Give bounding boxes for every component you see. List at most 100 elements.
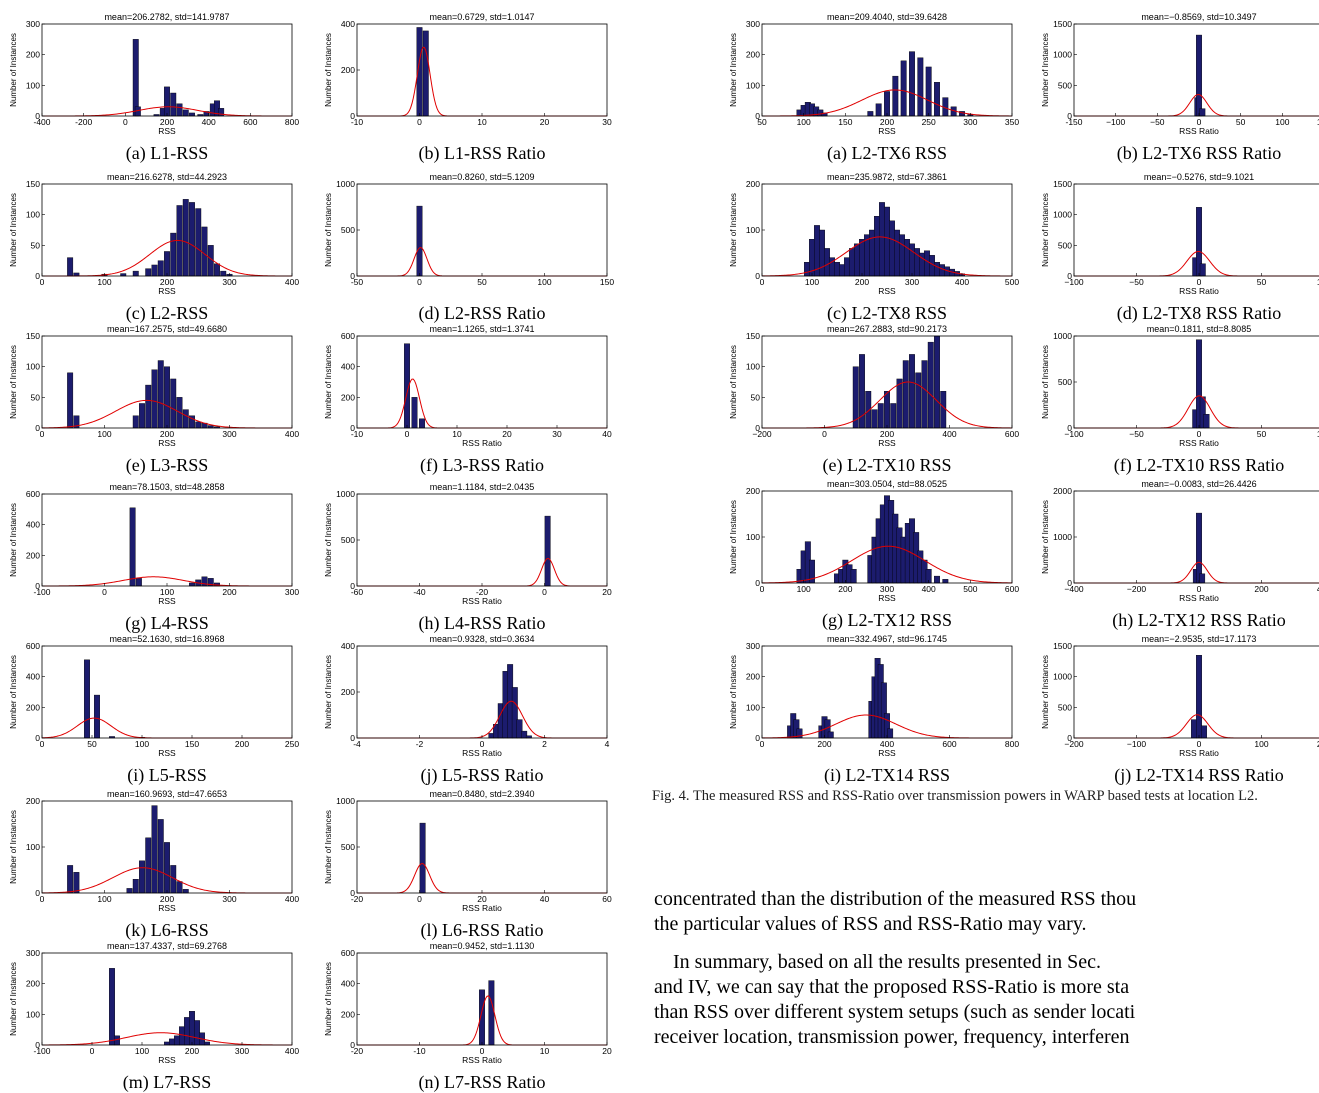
histogram-chart: mean=267.2883, std=90.2173−200 0 200 400 600…	[729, 324, 1019, 448]
y-tick-label: 200	[341, 65, 355, 75]
y-tick-label: 150	[26, 331, 40, 341]
histogram-bar	[909, 51, 915, 117]
x-tick-label: 100	[537, 277, 551, 287]
x-tick-label: 150	[600, 277, 614, 287]
y-tick-label: 500	[1058, 240, 1072, 250]
y-tick-label: 0	[755, 111, 760, 121]
y-tick-label: 100	[26, 362, 40, 372]
histogram-bar	[189, 202, 195, 277]
plot-frame	[41, 493, 293, 587]
chart-title: mean=0.6729, std=1.0147	[429, 12, 534, 22]
x-tick-label: 50	[1257, 277, 1267, 287]
x-axis-label: RSS	[158, 1055, 176, 1065]
x-tick-label: 200	[185, 1046, 199, 1056]
x-tick-label: -50	[351, 277, 364, 287]
gaussian-fit-curve	[357, 863, 607, 894]
histogram-chart: mean=160.9693, std=47.6653 0 100 200 300 400 0…	[9, 789, 299, 913]
subfigure-caption: (f) L2-TX10 RSS Ratio	[1113, 455, 1285, 475]
histogram-panel-l2-tx6-rss: mean=209.4040, std=39.6428 50 100 150 200 250…	[728, 8, 1022, 146]
y-tick-label: 200	[26, 702, 40, 712]
histogram-bar	[151, 805, 158, 894]
histogram-bar	[844, 257, 850, 277]
x-tick-label: 0	[90, 1046, 95, 1056]
y-tick-label: 50	[31, 392, 41, 402]
x-axis-label: RSS Ratio	[462, 438, 502, 448]
x-tick-label: 100	[797, 584, 811, 594]
x-tick-label: 100	[160, 587, 174, 597]
histogram-bar	[145, 384, 152, 429]
x-tick-label: 300	[285, 587, 299, 597]
histogram-bar	[875, 103, 882, 117]
histogram-bar	[921, 360, 928, 429]
histogram-bar	[889, 220, 895, 277]
y-axis-label: Number of Instances	[9, 810, 18, 884]
y-tick-label: 300	[26, 948, 40, 958]
histogram-panel-l1-ratio: mean=0.6729, std=1.0147 -10 0 10 20 30 0 200 400…	[323, 8, 617, 146]
x-tick-label: 20	[477, 894, 487, 904]
x-axis-label: RSS	[158, 126, 176, 136]
histogram-bar	[139, 860, 145, 894]
histogram-chart: mean=0.6729, std=1.0147-10 0 10 20 300200400…	[324, 12, 612, 127]
y-tick-label: 200	[746, 672, 760, 682]
x-tick-label: 400	[285, 1046, 299, 1056]
x-tick-label: 300	[880, 584, 894, 594]
x-tick-label: -2	[416, 739, 424, 749]
histogram-bar	[94, 694, 100, 739]
histogram-panel-l2-tx8-rss: mean=235.9872, std=67.3861 0 100 200 300 400 5…	[728, 168, 1022, 306]
y-tick-label: 1000	[336, 179, 355, 189]
x-tick-label: -10	[413, 1046, 426, 1056]
body-text-line: receiver location, transmission power, f…	[654, 1026, 1130, 1048]
histogram-bar	[132, 270, 139, 277]
y-tick-label: 400	[341, 641, 355, 651]
histogram-chart: mean=209.4040, std=39.6428 50 100 150 200 250…	[729, 12, 1019, 136]
x-tick-label: 2	[542, 739, 547, 749]
histogram-bar	[900, 60, 907, 117]
histogram-bar	[109, 968, 115, 1046]
y-tick-label: 600	[26, 489, 40, 499]
subfigure-caption: (l) L6-RSS Ratio	[420, 920, 544, 940]
histogram-panel-l2-tx10-ratio: mean=0.1811, std=8.8085−100−500501000500…	[1040, 320, 1319, 458]
histogram-bar	[890, 403, 897, 429]
subfigure-caption: (i) L2-TX14 RSS	[824, 765, 950, 785]
subfigure-caption: (h) L4-RSS Ratio	[418, 613, 546, 633]
chart-title: mean=1.1184, std=2.0435	[430, 482, 534, 492]
x-tick-label: 20	[602, 587, 612, 597]
gaussian-fit-curve	[357, 46, 607, 117]
histogram-bar	[871, 409, 878, 429]
y-tick-label: 1000	[336, 796, 355, 806]
x-tick-label: 100	[135, 739, 149, 749]
x-tick-label: 200	[160, 894, 174, 904]
histogram-bar	[135, 578, 142, 587]
x-tick-label: 50	[87, 739, 97, 749]
y-tick-label: 200	[341, 1009, 355, 1019]
y-tick-label: 400	[341, 19, 355, 29]
histogram-chart: mean=−2.9535, std=17.1173 −200 −100 0 100 200…	[1041, 634, 1319, 758]
x-tick-label: 400	[1317, 584, 1319, 594]
x-tick-label: −100	[1064, 429, 1083, 439]
x-tick-label: 100	[1317, 277, 1319, 287]
x-axis-label: RSS	[878, 748, 896, 758]
x-axis-label: RSS Ratio	[462, 596, 502, 606]
histogram-bar	[419, 418, 425, 429]
histogram-bar	[214, 263, 220, 277]
y-tick-label: 100	[746, 80, 760, 90]
y-tick-label: 150	[26, 179, 40, 189]
chart-title: mean=−0.5276, std=9.1021	[1144, 172, 1254, 182]
y-axis-label: Number of Instances	[1041, 655, 1050, 729]
subfigure-caption: (b) L1-RSS Ratio	[418, 143, 546, 163]
histogram-bar	[909, 243, 915, 277]
x-tick-label: −100	[1127, 739, 1146, 749]
y-tick-label: 400	[341, 362, 355, 372]
y-tick-label: 500	[1058, 377, 1072, 387]
histogram-bar	[874, 216, 880, 277]
body-text-line: In summary, based on all the results pre…	[673, 951, 1102, 973]
x-tick-label: 600	[942, 739, 956, 749]
histogram-bar	[204, 1041, 210, 1046]
plot-frame	[41, 952, 293, 1046]
y-tick-label: 0	[1067, 111, 1072, 121]
y-tick-label: 600	[26, 641, 40, 651]
subfigure-caption: (f) L3-RSS Ratio	[420, 455, 544, 475]
x-tick-label: -4	[353, 739, 361, 749]
y-tick-label: 400	[26, 672, 40, 682]
y-tick-label: 1500	[1053, 179, 1072, 189]
